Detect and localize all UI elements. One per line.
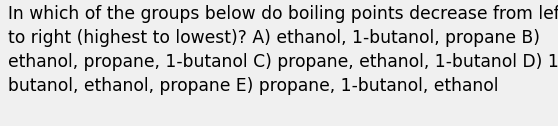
Text: In which of the groups below do boiling points decrease from left
to right (high: In which of the groups below do boiling …	[8, 5, 558, 95]
